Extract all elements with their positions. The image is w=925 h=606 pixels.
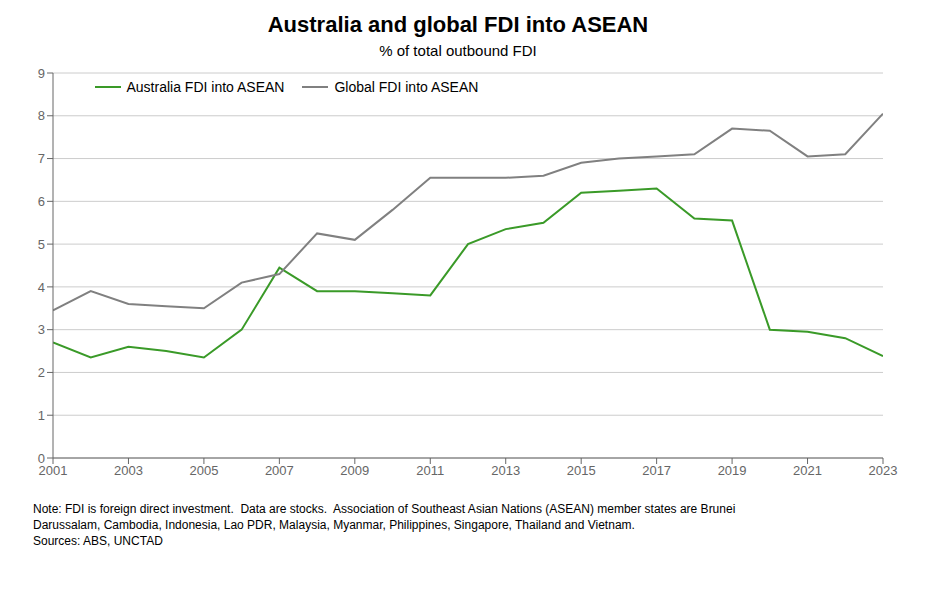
svg-text:7: 7 (38, 151, 45, 166)
svg-text:2001: 2001 (38, 463, 68, 479)
html-text:Note: FDI is foreign direct in: Note: FDI is foreign direct investment. … (33, 502, 736, 548)
svg-text:2017: 2017 (642, 463, 671, 478)
svg-text:2023: 2023 (869, 463, 898, 478)
svg-text:2009: 2009 (340, 463, 369, 478)
svg-text:6: 6 (38, 194, 45, 209)
svg-text:1: 1 (38, 408, 45, 423)
svg-text:2007: 2007 (265, 463, 294, 478)
svg-text:9: 9 (38, 66, 45, 81)
svg-text:5: 5 (38, 237, 45, 252)
svg-text:8: 8 (38, 108, 45, 123)
html-text:Global FDI into ASEAN: Global FDI into ASEAN (334, 79, 479, 95)
svg-text:2011: 2011 (416, 463, 444, 478)
html-text:% of total outbound FDI: % of total outbound FDI (379, 42, 537, 59)
html-text:Australia FDI into ASEAN: Australia FDI into ASEAN (126, 79, 285, 95)
svg-text:2003: 2003 (114, 463, 143, 478)
svg-text:2: 2 (38, 365, 45, 380)
svg-text:0: 0 (38, 451, 45, 466)
svg-text:2019: 2019 (718, 463, 747, 478)
svg-text:2021: 2021 (793, 463, 822, 478)
svg-text:4: 4 (38, 280, 45, 295)
svg-text:2013: 2013 (491, 463, 520, 478)
html-text:Australia and global FDI into: Australia and global FDI into ASEAN (267, 12, 649, 37)
svg-text:2005: 2005 (189, 463, 218, 478)
svg-text:3: 3 (38, 322, 45, 337)
svg-text:2015: 2015 (567, 463, 596, 478)
